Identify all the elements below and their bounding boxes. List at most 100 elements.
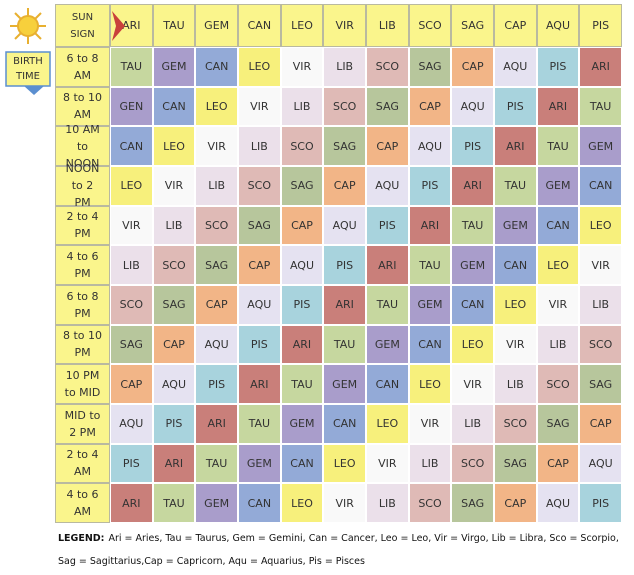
sign-cell: LEO	[195, 86, 238, 127]
sign-cell: PIS	[195, 364, 238, 404]
sign-cell: SCO	[494, 404, 537, 444]
sign-cell: GEN	[110, 86, 153, 127]
sign-cell: ARI	[110, 483, 153, 523]
sign-cell: AQU	[451, 86, 494, 127]
sign-cell: PIS	[280, 285, 324, 325]
sign-cell: CAN	[195, 47, 238, 87]
sign-cell: ARI	[280, 324, 324, 365]
row-label: 6 to 8 AM	[55, 47, 110, 87]
sign-cell: CAP	[152, 324, 196, 365]
birth-time-label: BIRTH TIME	[13, 56, 43, 82]
sign-cell: GEM	[238, 443, 281, 484]
sign-cell: ARI	[579, 47, 622, 87]
sign-cell: TAU	[323, 324, 366, 365]
sign-cell: TAU	[494, 166, 537, 206]
sign-cell: SAG	[152, 285, 196, 325]
sign-cell: LIB	[366, 483, 409, 523]
row-label: 4 to 6 AM	[55, 483, 110, 523]
column-header: AQU	[536, 4, 580, 47]
legend-line: LEGEND: Ari = Aries, Tau = Taurus, Gem = …	[58, 533, 619, 544]
sign-cell: VIR	[366, 443, 409, 484]
sign-cell: LIB	[536, 324, 580, 365]
column-header: CAN	[238, 4, 281, 47]
sign-cell: SAG	[238, 205, 281, 246]
sign-cell: AQU	[536, 483, 580, 523]
column-header: VIR	[323, 4, 366, 47]
sign-cell: GEM	[366, 324, 409, 365]
sign-cell: SCO	[579, 324, 622, 365]
sign-cell: PIS	[238, 324, 281, 365]
sign-cell: LIB	[152, 205, 196, 246]
sign-cell: CAP	[110, 364, 153, 404]
sign-cell: LIB	[323, 47, 366, 87]
sign-cell: SCO	[152, 245, 196, 285]
sign-cell: LEO	[238, 47, 281, 87]
sign-cell: CAN	[408, 324, 452, 365]
sign-cell: AQU	[110, 404, 153, 444]
sign-cell: LEO	[451, 324, 494, 365]
row-label: MID to 2 PM	[55, 404, 110, 444]
sign-cell: VIR	[152, 166, 196, 206]
legend-text: Ari = Aries, Tau = Taurus, Gem = Gemini,…	[108, 533, 619, 544]
sign-cell: SAG	[408, 47, 452, 87]
sign-cell: SAG	[110, 324, 153, 365]
sign-cell: CAP	[238, 245, 281, 285]
sign-cell: AQU	[579, 443, 622, 484]
sign-cell: PIS	[408, 166, 452, 206]
sign-cell: VIR	[536, 285, 580, 325]
sign-cell: SAG	[494, 443, 537, 484]
sign-cell: AQU	[238, 285, 281, 325]
sign-cell: TAU	[579, 86, 622, 127]
sign-cell: SCO	[323, 86, 366, 127]
sign-cell: LIB	[451, 404, 494, 444]
sign-cell: GEM	[152, 47, 196, 87]
sign-cell: SAG	[451, 483, 494, 523]
sign-cell: SCO	[536, 364, 580, 404]
sign-cell: ARI	[238, 364, 281, 404]
row-label: 10 PM to MID	[55, 364, 110, 404]
sign-cell: LIB	[110, 245, 153, 285]
sign-cell: LEO	[323, 443, 366, 484]
sign-cell: SAG	[536, 404, 580, 444]
row-label: 8 to 10 PM	[55, 324, 110, 365]
sign-cell: CAN	[451, 285, 494, 325]
sign-cell: TAU	[238, 404, 281, 444]
sign-cell: ARI	[494, 126, 537, 166]
sign-cell: ARI	[195, 404, 238, 444]
sign-cell: CAP	[451, 47, 494, 87]
sign-cell: LEO	[110, 166, 153, 206]
sign-cell: LIB	[494, 364, 537, 404]
sign-cell: ARI	[451, 166, 494, 206]
sign-cell: SAG	[280, 166, 324, 206]
row-label: 6 to 8 PM	[55, 285, 110, 325]
sign-cell: VIR	[110, 205, 153, 246]
sign-cell: CAN	[280, 443, 324, 484]
sign-cell: LIB	[408, 443, 452, 484]
sign-cell: GEM	[323, 364, 366, 404]
sign-cell: CAN	[152, 86, 196, 127]
sign-cell: LEO	[152, 126, 196, 166]
sign-cell: LIB	[579, 285, 622, 325]
sign-cell: SCO	[110, 285, 153, 325]
sign-cell: CAN	[494, 245, 537, 285]
sun-sign-label: SUN SIGN	[55, 4, 110, 47]
sign-cell: LEO	[579, 205, 622, 246]
sign-cell: TAU	[110, 47, 153, 87]
sign-cell: LIB	[238, 126, 281, 166]
sign-cell: GEM	[451, 245, 494, 285]
legend-line: Sag = Sagittarius,Cap = Capricorn, Aqu =…	[58, 556, 365, 567]
sign-cell: LEO	[408, 364, 452, 404]
sign-cell: LIB	[195, 166, 238, 206]
sign-cell: VIR	[195, 126, 238, 166]
row-label: 2 to 4 AM	[55, 443, 110, 484]
sign-cell: TAU	[366, 285, 409, 325]
sign-cell: CAP	[494, 483, 537, 523]
sign-cell: PIS	[536, 47, 580, 87]
sun-icon	[10, 8, 46, 44]
sign-cell: ARI	[366, 245, 409, 285]
sign-cell: TAU	[536, 126, 580, 166]
sign-cell: VIR	[280, 47, 324, 87]
sign-cell: CAN	[110, 126, 153, 166]
